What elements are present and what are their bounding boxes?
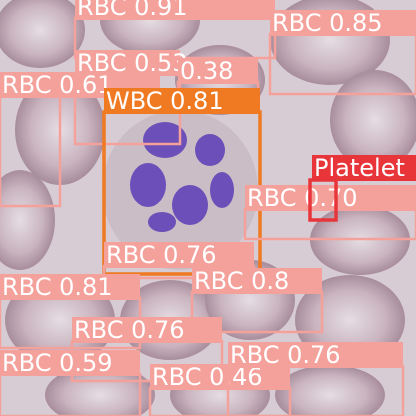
- label-background: [75, 50, 180, 76]
- detection-label: RBC 0.61: [2, 71, 113, 99]
- label-background: [0, 350, 140, 376]
- detection-label: RBC 0.81: [2, 273, 113, 301]
- label-background: [104, 88, 260, 114]
- label-background: [270, 10, 416, 36]
- label-background: [150, 364, 290, 390]
- detection-label: RBC 0.70: [247, 184, 358, 212]
- label-background: [75, 0, 275, 20]
- detection-label: RBC 0.76: [230, 341, 341, 369]
- label-background: [228, 342, 403, 368]
- detection-label: RBC 0.59: [2, 349, 113, 377]
- detection-label: 0.38: [180, 57, 233, 85]
- label-background: [245, 185, 416, 211]
- detection-label: RBC 0.8: [194, 267, 289, 295]
- detection-label: RBC 0.85: [272, 9, 383, 37]
- label-background: [192, 268, 322, 294]
- label-background: [178, 58, 258, 84]
- label-background: [104, 242, 254, 268]
- detection-label: RBC 0.76: [106, 241, 217, 269]
- detection-label: Platelet: [314, 154, 405, 182]
- label-background: [0, 274, 140, 300]
- detection-label: RBC 0.76: [74, 316, 185, 344]
- detection-label: WBC 0.81: [106, 87, 224, 115]
- label-background: [312, 155, 416, 181]
- detection-label: RBC 0.91: [77, 0, 188, 21]
- label-background: [72, 317, 222, 343]
